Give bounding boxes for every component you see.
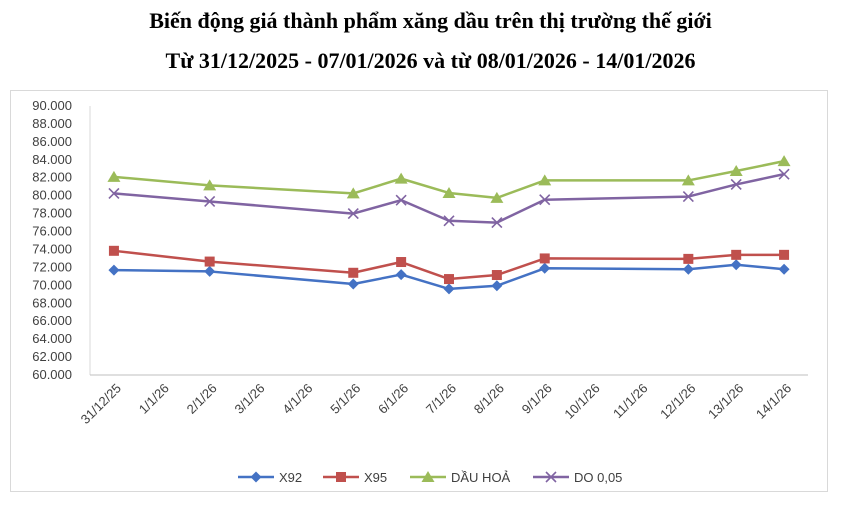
legend: X92 X95 DẦU HOẢ DO 0,05 <box>238 470 622 485</box>
data-point <box>539 194 551 206</box>
x-tick-label: 8/1/26 <box>471 381 507 417</box>
data-point <box>730 178 742 191</box>
data-point <box>395 194 407 206</box>
x-tick-label: 7/1/26 <box>423 381 459 417</box>
x-tick-label: 4/1/26 <box>279 381 315 417</box>
y-tick-label: 76.000 <box>32 224 72 239</box>
data-point <box>444 274 454 285</box>
data-point <box>730 259 742 271</box>
data-point <box>779 249 790 260</box>
y-tick-label: 64.000 <box>32 331 72 346</box>
series-line <box>113 263 785 291</box>
data-point <box>347 278 359 290</box>
y-tick-label: 84.000 <box>32 152 72 167</box>
data-point <box>729 165 743 177</box>
y-tick-label: 86.000 <box>32 134 72 149</box>
data-point <box>250 471 262 483</box>
data-point <box>681 174 695 186</box>
x-tick-label: 12/1/26 <box>657 381 698 422</box>
y-tick-label: 72.000 <box>32 259 72 274</box>
data-point <box>539 253 550 264</box>
data-point <box>347 208 359 220</box>
y-tick-label: 62.000 <box>32 349 72 364</box>
data-point <box>204 256 215 267</box>
x-tick-label: 2/1/26 <box>184 381 220 417</box>
data-point <box>777 155 791 167</box>
data-point <box>683 253 694 264</box>
y-tick-label: 70.000 <box>32 277 72 292</box>
data-point <box>107 170 121 182</box>
y-tick-labels: 60.000 62.000 64.000 66.000 68.000 70.000 72.0… <box>32 98 72 382</box>
x-tick-label: 9/1/26 <box>519 381 555 417</box>
series-line <box>113 249 785 281</box>
legend-label: X95 <box>364 470 387 485</box>
legend-item: X95 <box>323 470 387 485</box>
data-point <box>778 168 790 180</box>
data-point <box>421 471 435 482</box>
x-tick-label: 13/1/26 <box>705 381 746 422</box>
data-point <box>490 191 504 203</box>
x-tick-label: 1/1/26 <box>136 381 172 417</box>
y-tick-label: 68.000 <box>32 295 72 310</box>
x-tick-label: 11/1/26 <box>610 381 651 422</box>
data-point <box>203 179 217 191</box>
legend-item: X92 <box>238 470 302 485</box>
x-tick-label: 6/1/26 <box>375 381 411 417</box>
legend-item: DO 0,05 <box>533 470 622 485</box>
chart-title: Biến động giá thành phẩm xăng dầu trên t… <box>149 8 712 33</box>
series-line <box>113 159 785 200</box>
series-lines <box>107 155 791 295</box>
series-4 <box>108 168 790 229</box>
data-point <box>395 269 407 281</box>
x-tick-label: 31/12/25 <box>78 381 124 427</box>
data-point <box>491 217 503 229</box>
data-point <box>396 257 407 268</box>
data-point <box>204 265 216 277</box>
data-point <box>108 187 120 199</box>
data-point <box>682 263 694 275</box>
x-tick-label: 5/1/26 <box>327 381 363 417</box>
legend-label: DO 0,05 <box>574 470 622 485</box>
data-point <box>348 267 359 278</box>
x-tick-label: 14/1/26 <box>753 381 794 422</box>
data-point <box>442 186 456 198</box>
data-point <box>491 280 503 292</box>
data-point <box>545 471 557 483</box>
y-tick-label: 74.000 <box>32 241 72 256</box>
y-tick-label: 66.000 <box>32 313 72 328</box>
data-point <box>778 263 790 275</box>
y-tick-label: 80.000 <box>32 188 72 203</box>
data-point <box>108 245 119 256</box>
data-point <box>443 215 455 227</box>
y-tick-label: 82.000 <box>32 170 72 185</box>
series-2 <box>108 245 790 285</box>
data-point <box>204 195 216 208</box>
data-point <box>108 264 120 276</box>
series-line <box>113 172 785 224</box>
series-1 <box>108 259 790 295</box>
x-tick-label: 10/1/26 <box>561 381 602 422</box>
data-point <box>731 249 742 260</box>
data-point <box>443 283 455 295</box>
y-tick-label: 60.000 <box>32 367 72 382</box>
x-tick-labels: 31/12/25 1/1/26 2/1/26 3/1/26 4/1/26 5/1/26 6/… <box>78 381 795 427</box>
y-tick-label: 90.000 <box>32 98 72 113</box>
data-point <box>336 472 346 482</box>
series-3 <box>107 155 791 203</box>
data-point <box>538 174 552 186</box>
x-tick-label: 3/1/26 <box>231 381 267 417</box>
data-point <box>394 172 408 184</box>
y-tick-label: 78.000 <box>32 206 72 221</box>
legend-label: X92 <box>279 470 302 485</box>
chart-frame <box>10 90 828 492</box>
legend-label: DẦU HOẢ <box>451 470 511 485</box>
chart-subtitle: Từ 31/12/2025 - 07/01/2026 và từ 08/01/2… <box>165 48 696 73</box>
data-point <box>539 262 551 274</box>
y-tick-label: 88.000 <box>32 116 72 131</box>
data-point <box>491 270 502 281</box>
data-point <box>682 190 694 203</box>
legend-item: DẦU HOẢ <box>410 470 511 485</box>
data-point <box>346 187 360 199</box>
